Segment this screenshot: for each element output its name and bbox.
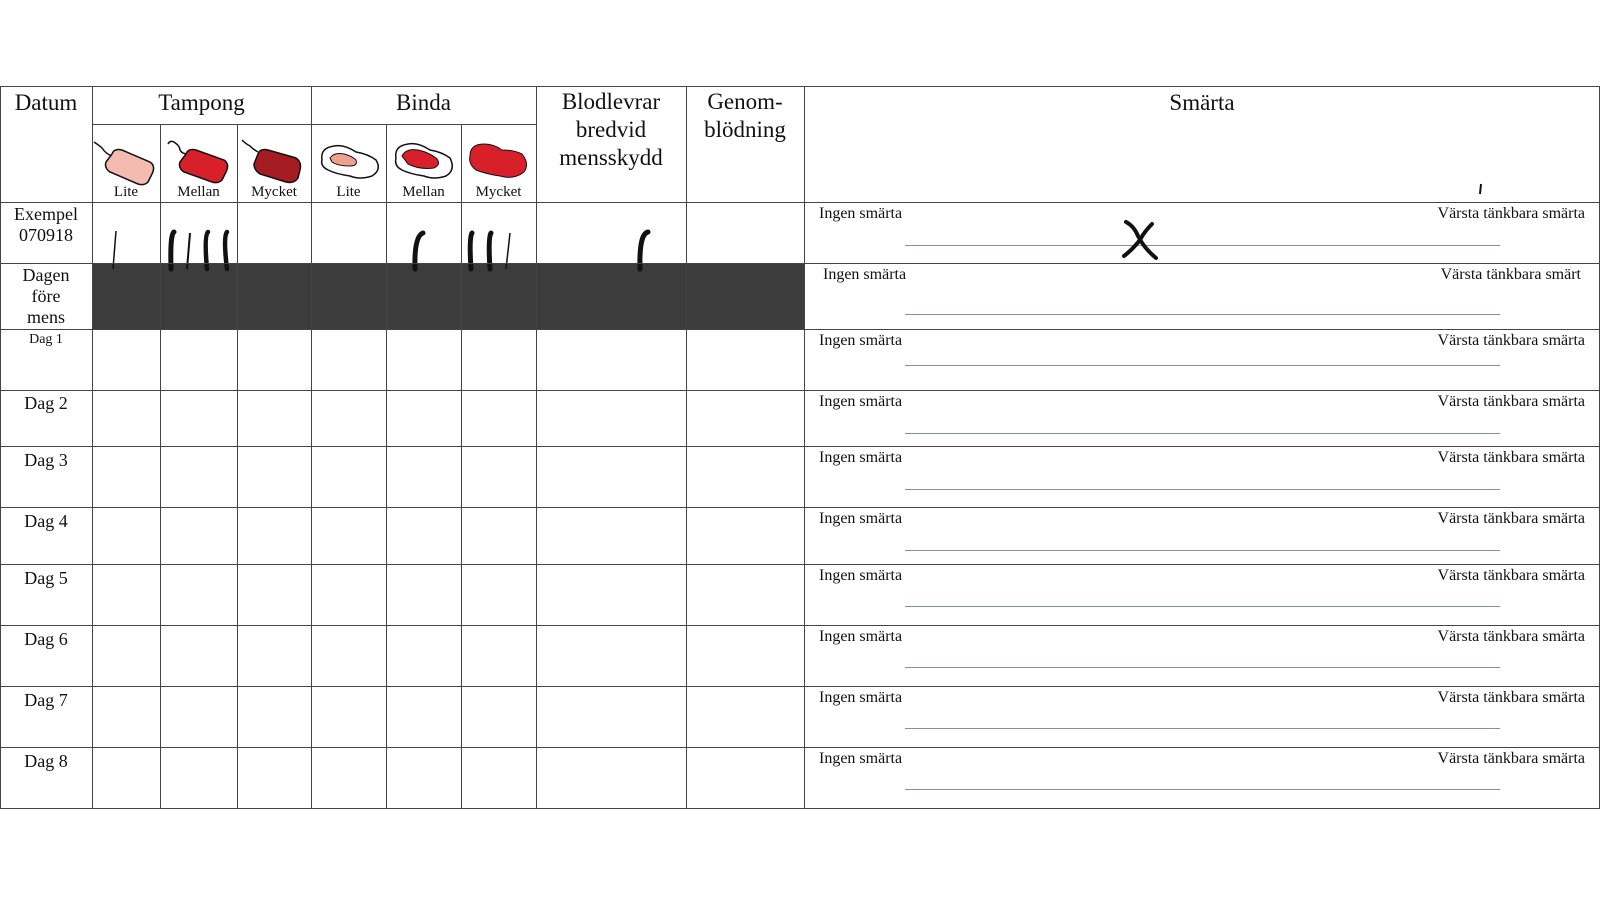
grid-line	[0, 564, 1600, 565]
header-datum: Datum	[14, 90, 78, 115]
tampong-level-mellan: Mellan	[177, 184, 220, 200]
pain-max-label: Värsta tänkbara smärta	[1437, 449, 1585, 466]
header-binda: Binda	[396, 90, 451, 115]
binda-level-mycket: Mycket	[475, 184, 522, 200]
header-genomblodning: Genom- blödning	[704, 89, 786, 142]
pain-min-label: Ingen smärta	[819, 449, 903, 466]
example-tally-binda-mycket	[467, 230, 511, 272]
pain-min-label: Ingen smärta	[823, 266, 907, 283]
header-tampong: Tampong	[158, 90, 245, 115]
pad-heavy-icon	[469, 143, 528, 178]
tampon-medium-icon	[167, 140, 229, 184]
grid-line	[0, 747, 1600, 748]
grid-line	[237, 124, 238, 809]
example-tally-blodlevrar	[637, 229, 651, 272]
table-border-left	[0, 86, 1, 809]
pain-scale-line[interactable]	[905, 433, 1500, 434]
grid-line	[0, 507, 1600, 508]
row-label-dag-2: Dag 2	[24, 393, 68, 413]
row-label-dag-5: Dag 5	[24, 568, 68, 588]
pain-scale-line[interactable]	[905, 789, 1500, 790]
example-tick-tiny	[1479, 183, 1482, 195]
grid-line	[536, 86, 537, 809]
pain-scale-line[interactable]	[905, 728, 1500, 729]
grid-line	[92, 124, 536, 125]
pad-light-icon	[320, 144, 379, 179]
pain-max-label: Värsta tänkbara smärta	[1437, 628, 1585, 645]
pain-max-label: Värsta tänkbara smärta	[1437, 205, 1585, 222]
pain-max-label: Värsta tänkbara smärta	[1437, 393, 1585, 410]
header-smarta: Smärta	[1169, 90, 1235, 115]
grid-line	[0, 329, 1600, 330]
grid-line	[0, 202, 1600, 203]
tampon-heavy-icon	[241, 139, 302, 184]
grid-line	[461, 124, 462, 809]
row-label-dag-1: Dag 1	[29, 332, 63, 347]
example-tally-tampong-mellan	[168, 229, 230, 272]
grid-line	[804, 86, 805, 809]
grid-line	[0, 686, 1600, 687]
grid-line	[92, 86, 93, 809]
pain-scale-line[interactable]	[905, 550, 1500, 551]
grid-line	[0, 263, 1600, 264]
grid-line	[0, 390, 1600, 391]
example-pain-mark-x	[1122, 220, 1158, 260]
pain-scale-line[interactable]	[905, 314, 1500, 315]
pain-min-label: Ingen smärta	[819, 205, 903, 222]
shaded-row-before-period	[92, 263, 804, 329]
row-label-dag-3: Dag 3	[24, 450, 68, 470]
row-label-dag-6: Dag 6	[24, 629, 68, 649]
example-tally-binda-mellan	[412, 230, 426, 272]
pain-scale-line[interactable]	[905, 667, 1500, 668]
pad-medium-icon	[394, 142, 453, 179]
grid-line	[686, 86, 687, 809]
binda-level-mellan: Mellan	[402, 184, 445, 200]
grid-line	[0, 446, 1600, 447]
pain-max-label: Värsta tänkbara smärta	[1437, 332, 1585, 349]
tampong-level-mycket: Mycket	[251, 184, 297, 200]
tampon-light-icon	[93, 141, 155, 186]
pain-min-label: Ingen smärta	[819, 332, 903, 349]
pain-scale-line[interactable]	[905, 606, 1500, 607]
header-blodlevrar: Blodlevrar bredvid mensskydd	[559, 89, 663, 170]
pain-max-label: Värsta tänkbara smärta	[1437, 689, 1585, 706]
row-label-dag-7: Dag 7	[24, 690, 68, 710]
grid-line	[160, 124, 161, 809]
table-border-bottom	[0, 808, 1600, 809]
pain-min-label: Ingen smärta	[819, 510, 903, 527]
row-label-before-period: Dagen före mens	[22, 265, 70, 327]
pain-min-label: Ingen smärta	[819, 689, 903, 706]
table-border-top	[0, 86, 1600, 87]
row-label-dag-4: Dag 4	[24, 511, 68, 531]
pain-min-label: Ingen smärta	[819, 750, 903, 767]
pain-max-label: Värsta tänkbara smärta	[1437, 510, 1585, 527]
pain-max-label: Värsta tänkbara smärt	[1440, 266, 1581, 283]
binda-level-lite: Lite	[336, 184, 361, 200]
pain-scale-line[interactable]	[905, 489, 1500, 490]
pain-scale-line[interactable]	[905, 245, 1500, 246]
pain-max-label: Värsta tänkbara smärta	[1437, 567, 1585, 584]
example-tally-tampong-lite	[112, 230, 117, 270]
pain-min-label: Ingen smärta	[819, 628, 903, 645]
row-label-dag-8: Dag 8	[24, 751, 68, 771]
pain-min-label: Ingen smärta	[819, 567, 903, 584]
grid-line	[0, 625, 1600, 626]
row-label-example: Exempel 070918	[14, 204, 78, 245]
tampong-level-lite: Lite	[113, 184, 139, 200]
pain-scale-line[interactable]	[905, 365, 1500, 366]
pain-min-label: Ingen smärta	[819, 393, 903, 410]
pain-max-label: Värsta tänkbara smärta	[1437, 750, 1585, 767]
grid-line	[311, 86, 312, 809]
grid-line	[386, 124, 387, 809]
